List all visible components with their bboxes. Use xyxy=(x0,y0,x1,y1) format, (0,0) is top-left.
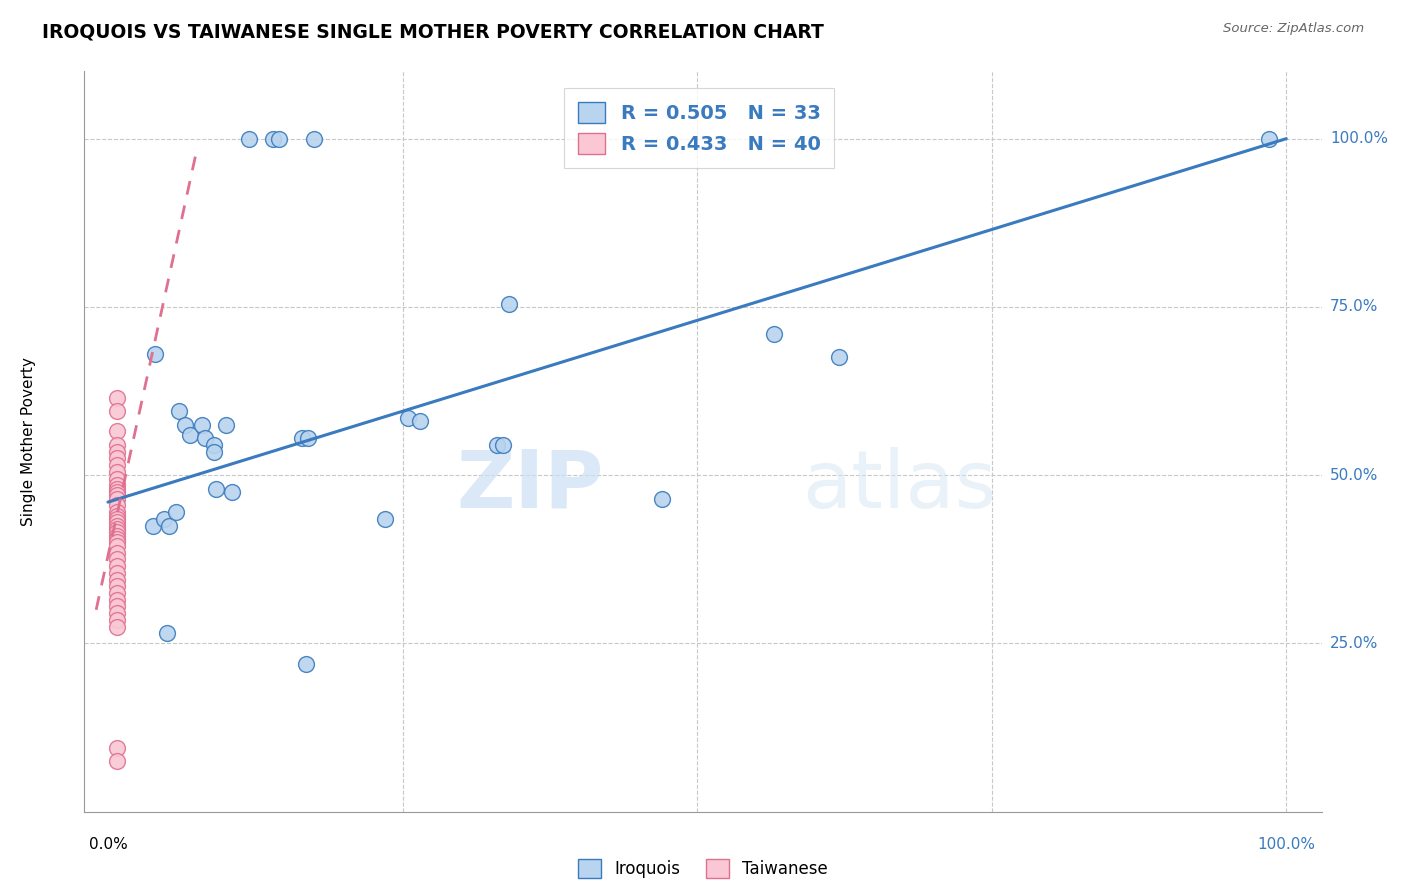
Point xyxy=(105,552,128,566)
Point xyxy=(105,482,128,496)
Point xyxy=(105,518,128,533)
Text: Source: ZipAtlas.com: Source: ZipAtlas.com xyxy=(1223,22,1364,36)
Point xyxy=(409,414,432,428)
Point xyxy=(105,516,128,530)
Text: 50.0%: 50.0% xyxy=(1330,467,1378,483)
Point xyxy=(105,573,128,587)
Point xyxy=(105,391,128,405)
Point xyxy=(105,586,128,600)
Point xyxy=(165,505,187,519)
Text: IROQUOIS VS TAIWANESE SINGLE MOTHER POVERTY CORRELATION CHART: IROQUOIS VS TAIWANESE SINGLE MOTHER POVE… xyxy=(42,22,824,41)
Point xyxy=(105,471,128,485)
Point xyxy=(105,579,128,593)
Point xyxy=(105,522,128,536)
Point xyxy=(105,499,128,513)
Point xyxy=(105,438,128,452)
Point xyxy=(156,626,179,640)
Point xyxy=(105,613,128,627)
Point xyxy=(105,740,128,755)
Point xyxy=(302,131,325,145)
Point xyxy=(205,482,228,496)
Text: Single Mother Poverty: Single Mother Poverty xyxy=(21,357,37,526)
Point xyxy=(105,532,128,546)
Point xyxy=(105,535,128,549)
Point xyxy=(105,425,128,439)
Point xyxy=(221,485,243,500)
Point xyxy=(396,411,419,425)
Point xyxy=(143,347,166,361)
Text: ZIP: ZIP xyxy=(457,447,605,525)
Text: 100.0%: 100.0% xyxy=(1330,131,1388,146)
Point xyxy=(202,438,225,452)
Point xyxy=(485,438,508,452)
Point xyxy=(105,478,128,492)
Point xyxy=(167,404,190,418)
Point xyxy=(179,427,201,442)
Text: atlas: atlas xyxy=(801,447,997,525)
Point xyxy=(153,512,176,526)
Point xyxy=(492,438,515,452)
Point xyxy=(193,431,215,445)
Point xyxy=(827,351,849,365)
Point xyxy=(105,488,128,502)
Point xyxy=(374,512,396,526)
Point xyxy=(142,518,165,533)
Point xyxy=(202,444,225,458)
Text: 100.0%: 100.0% xyxy=(1257,837,1315,852)
Point xyxy=(105,512,128,526)
Point xyxy=(105,529,128,543)
Point xyxy=(105,606,128,620)
Point xyxy=(105,444,128,458)
Point xyxy=(105,754,128,768)
Point xyxy=(105,619,128,633)
Point xyxy=(105,465,128,479)
Point xyxy=(105,451,128,466)
Text: 75.0%: 75.0% xyxy=(1330,300,1378,314)
Point xyxy=(191,417,214,432)
Point xyxy=(105,539,128,553)
Point xyxy=(498,296,520,310)
Point xyxy=(105,559,128,574)
Point xyxy=(173,417,195,432)
Point xyxy=(105,485,128,500)
Point xyxy=(238,131,260,145)
Point xyxy=(295,657,318,671)
Point xyxy=(262,131,284,145)
Point xyxy=(762,326,785,341)
Text: 0.0%: 0.0% xyxy=(89,837,128,852)
Point xyxy=(1257,131,1279,145)
Point xyxy=(297,431,319,445)
Point xyxy=(157,518,180,533)
Point xyxy=(105,404,128,418)
Point xyxy=(105,566,128,580)
Point xyxy=(105,458,128,472)
Text: 25.0%: 25.0% xyxy=(1330,636,1378,651)
Point xyxy=(105,592,128,607)
Point xyxy=(105,508,128,523)
Point xyxy=(291,431,314,445)
Point xyxy=(105,599,128,614)
Point xyxy=(105,525,128,540)
Point xyxy=(105,546,128,560)
Point xyxy=(105,505,128,519)
Point xyxy=(215,417,238,432)
Point xyxy=(267,131,290,145)
Point xyxy=(651,491,673,506)
Legend: Iroquois, Taiwanese: Iroquois, Taiwanese xyxy=(571,853,835,885)
Point xyxy=(105,491,128,506)
